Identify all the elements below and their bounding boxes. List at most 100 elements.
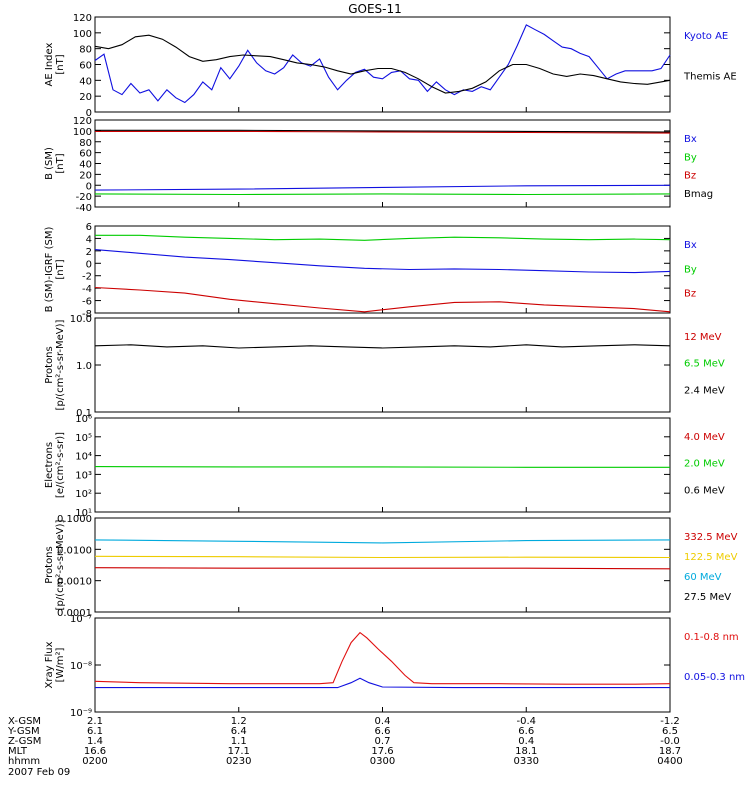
orbit-value: 17.6 [371, 746, 393, 757]
ytick-label: 20 [79, 92, 92, 103]
orbit-value: 17.1 [228, 746, 250, 757]
ytick-label: 0 [86, 181, 92, 192]
ytick-label: 100 [73, 127, 92, 138]
ytick-label: 40 [79, 76, 92, 87]
series-line [94, 184, 671, 191]
ytick-label: 0.0010 [57, 577, 92, 588]
legend-entry: 12 MeV [684, 332, 722, 343]
legend-entry: 2.4 MeV [684, 385, 725, 396]
legend-entry: 0.6 MeV [684, 485, 725, 496]
ylabel: B (SM)[nT] [44, 147, 66, 180]
series-line [94, 466, 670, 468]
panel-frame [94, 16, 671, 113]
orbit-row-label: X-GSM [8, 716, 41, 727]
panel-ae: 0 20 40 60 80 100 120 AE Index[nT] Kyoto AE Themi… [44, 13, 737, 119]
ytick-label: -4 [82, 284, 92, 295]
series-line [95, 130, 671, 134]
ytick-label: 4 [86, 234, 92, 245]
ytick-label: 0 [86, 259, 92, 270]
panel-frame [94, 517, 671, 613]
ytick-label: -20 [76, 192, 92, 203]
ytick-label: 0.0001 [57, 608, 92, 619]
series-line [94, 539, 671, 544]
series-line [94, 567, 671, 570]
ytick-label: 10.0 [70, 314, 92, 325]
ytick-label: 120 [73, 116, 92, 127]
orbit-value: 1.1 [231, 736, 247, 747]
orbit-row-label: Z-GSM [8, 736, 41, 747]
orbit-value: 6.4 [231, 726, 247, 737]
series-line [95, 677, 670, 689]
panel-protons_high: 0.0001 0.0010 0.0100 0.1000Protons[p/(cm²-s… [44, 514, 738, 619]
plot-title: GOES-11 [348, 2, 402, 16]
legend-entry: Kyoto AE [684, 31, 728, 42]
ytick-label: -2 [82, 272, 92, 283]
panel-bdiff: -8-6 -4-2 02 46 B (SM)-IGRF (SM)[nT] Bx By Bz [44, 222, 697, 320]
orbit-value: 1.4 [87, 736, 103, 747]
ytick-label: 0 [86, 108, 92, 119]
legend-entry: 122.5 MeV [684, 552, 738, 563]
legend-entry: 0.05-0.3 nm [684, 672, 745, 683]
ylabel: AE Index[nT] [44, 42, 66, 86]
ytick-label: 10⁶ [75, 414, 92, 425]
ytick-label: 10² [75, 489, 92, 500]
ytick-label: 10¹ [75, 508, 92, 519]
orbit-value: 6.5 [662, 726, 678, 737]
panel-frame [94, 317, 671, 413]
panel-frame [94, 617, 671, 713]
orbit-value: 1.2 [231, 716, 247, 727]
series-line [94, 555, 671, 559]
orbit-value: 0.7 [375, 736, 391, 747]
series-line [95, 234, 671, 241]
legend-entry: Bx [684, 134, 697, 145]
series-line [94, 286, 671, 313]
orbit-row-label: MLT [8, 746, 28, 757]
legend-entry: Bx [684, 240, 697, 251]
ytick-label: 6 [86, 222, 92, 233]
ytick-label: 60 [79, 149, 92, 160]
orbit-value: 0.4 [375, 716, 391, 727]
orbit-value: 0230 [226, 756, 251, 767]
ytick-label: 10⁻⁹ [70, 708, 92, 719]
legend-entry: Themis AE [683, 72, 737, 83]
ytick-label: 10³ [75, 470, 92, 481]
orbit-value: 6.1 [87, 726, 103, 737]
orbit-value: 0330 [514, 756, 539, 767]
legend-entry: Bz [684, 289, 696, 300]
ytick-label: 10⁻⁸ [70, 661, 92, 672]
orbit-value: -0.0 [660, 736, 680, 747]
ytick-label: 0.1 [76, 408, 92, 419]
orbit-value: -1.2 [660, 716, 680, 727]
legend-entry: 4.0 MeV [684, 432, 725, 443]
legend-entry: 6.5 MeV [684, 359, 725, 370]
ytick-label: -6 [82, 297, 92, 308]
ytick-label: 0.1000 [57, 514, 92, 525]
ytick-label: 10⁵ [75, 433, 92, 444]
panel-protons_low: 0.1 1.0 10.0 Protons[p/(cm²-s-sr-MeV)] 12 Me… [44, 314, 725, 419]
series-line [94, 24, 671, 104]
ytick-label: 20 [79, 170, 92, 181]
orbit-value: 0300 [370, 756, 395, 767]
legend-entry: By [684, 152, 697, 163]
legend-entry: 60 MeV [684, 572, 722, 583]
orbit-value: -0.4 [516, 716, 536, 727]
legend-entry: 27.5 MeV [684, 592, 731, 603]
orbit-value: 6.6 [375, 726, 391, 737]
legend-entry: Bz [684, 171, 696, 182]
orbit-value: 16.6 [84, 746, 106, 757]
date-label: 2007 Feb 09 [8, 767, 70, 778]
legend-entry: 0.1-0.8 nm [684, 632, 739, 643]
orbit-value: 18.1 [515, 746, 537, 757]
ylabel: Protons[p/(cm²-s-sr-MeV)] [44, 519, 66, 610]
ylabel: B (SM)-IGRF (SM)[nT] [44, 227, 66, 313]
ytick-label: 10⁴ [75, 452, 92, 463]
orbit-value: 0400 [657, 756, 682, 767]
series-line [94, 249, 671, 274]
ytick-label: -8 [82, 309, 92, 320]
ytick-label: 80 [79, 45, 92, 56]
orbit-value: 0200 [82, 756, 107, 767]
ytick-label: 120 [73, 13, 92, 24]
